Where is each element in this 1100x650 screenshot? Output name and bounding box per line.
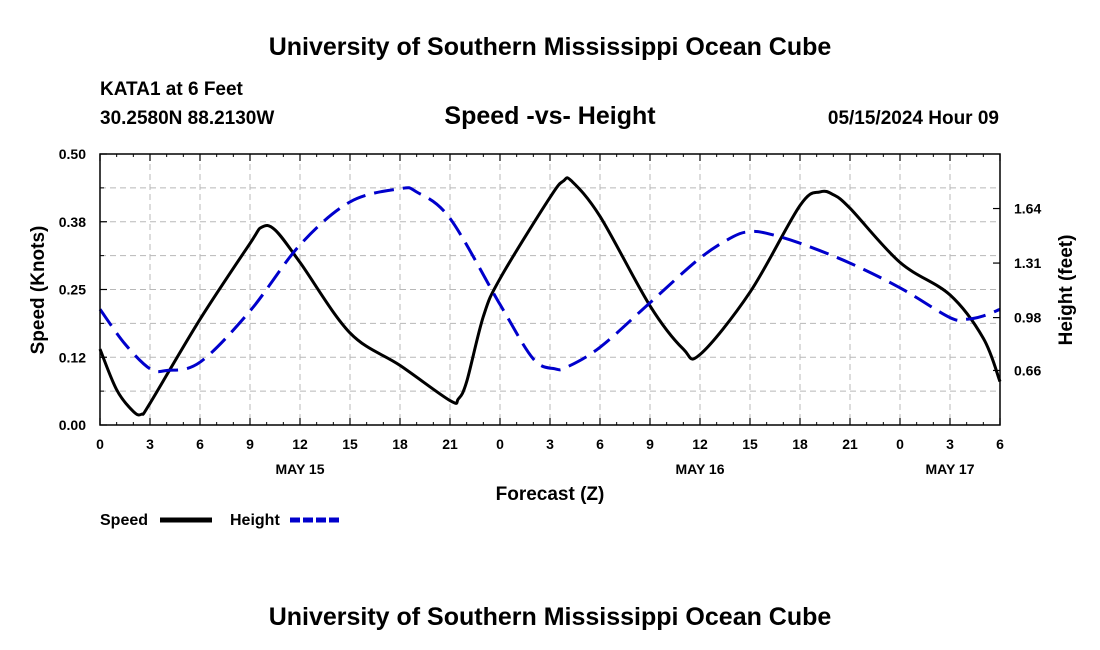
series-line-height bbox=[98, 186, 1001, 374]
date-label: MAY 17 bbox=[925, 461, 974, 477]
x-tick-label: 12 bbox=[292, 436, 308, 452]
x-tick-label: 18 bbox=[392, 436, 408, 452]
y2-tick-label: 1.31 bbox=[1014, 255, 1041, 271]
y-tick-label: 0.38 bbox=[59, 214, 86, 230]
x-tick-label: 15 bbox=[342, 436, 358, 452]
chart-title: Speed -vs- Height bbox=[444, 102, 656, 130]
forecast-date: 05/15/2024 Hour 09 bbox=[828, 108, 999, 129]
y-axis-label: Speed (Knots) bbox=[28, 226, 49, 355]
x-tick-label: 6 bbox=[596, 436, 604, 452]
x-tick-label: 21 bbox=[442, 436, 458, 452]
x-tick-label: 0 bbox=[896, 436, 904, 452]
date-label: MAY 16 bbox=[675, 461, 724, 477]
y-tick-label: 0.00 bbox=[59, 417, 86, 433]
x-tick-label: 18 bbox=[792, 436, 808, 452]
series-line-speed bbox=[98, 176, 1002, 417]
grid bbox=[100, 154, 1000, 425]
page-title: University of Southern Mississippi Ocean… bbox=[269, 33, 832, 61]
x-tick-label: 0 bbox=[496, 436, 504, 452]
x-tick-label: 6 bbox=[996, 436, 1004, 452]
x-tick-label: 3 bbox=[946, 436, 954, 452]
y2-tick-label: 0.66 bbox=[1014, 362, 1041, 378]
x-tick-label: 21 bbox=[842, 436, 858, 452]
y-tick-label: 0.50 bbox=[59, 146, 86, 162]
date-label: MAY 15 bbox=[275, 461, 324, 477]
footer-title: University of Southern Mississippi Ocean… bbox=[269, 603, 832, 631]
plot-lines bbox=[98, 176, 1002, 417]
x-tick-label: 12 bbox=[692, 436, 708, 452]
legend: Speed Height bbox=[100, 512, 342, 529]
station-label: KATA1 at 6 Feet bbox=[100, 79, 244, 100]
station-coords: 30.2580N 88.2130W bbox=[100, 108, 274, 129]
x-axis-label: Forecast (Z) bbox=[496, 484, 605, 505]
x-tick-label: 3 bbox=[146, 436, 154, 452]
axes: 0 3 6 9 12 15 18 21 0 3 6 9 12 15 18 21 0 3 6 MAY 15 MAY 16 M… bbox=[59, 146, 1042, 477]
x-tick-label: 9 bbox=[646, 436, 654, 452]
y2-axis-label: Height (feet) bbox=[1056, 235, 1077, 346]
x-tick-label: 9 bbox=[246, 436, 254, 452]
x-tick-label: 3 bbox=[546, 436, 554, 452]
x-tick-label: 15 bbox=[742, 436, 758, 452]
y-tick-label: 0.25 bbox=[59, 282, 86, 298]
y2-tick-label: 1.64 bbox=[1014, 201, 1041, 217]
x-tick-label: 0 bbox=[96, 436, 104, 452]
y2-tick-label: 0.98 bbox=[1014, 310, 1041, 326]
y-tick-label: 0.12 bbox=[59, 349, 86, 365]
x-tick-label: 6 bbox=[196, 436, 204, 452]
legend-height-label: Height bbox=[230, 512, 280, 529]
legend-speed-label: Speed bbox=[100, 512, 148, 529]
